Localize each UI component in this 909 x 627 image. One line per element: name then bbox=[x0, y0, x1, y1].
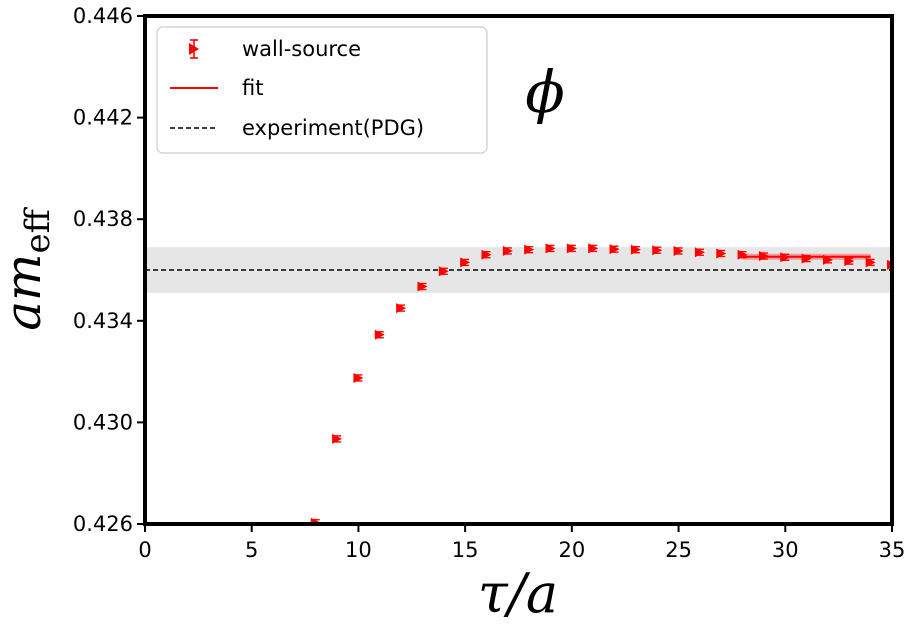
data-point bbox=[822, 254, 833, 265]
legend: wall-source fit experiment(PDG) bbox=[156, 26, 488, 154]
data-point-marker bbox=[545, 243, 556, 254]
legend-label-experiment: experiment(PDG) bbox=[242, 116, 424, 140]
data-point bbox=[652, 245, 663, 256]
x-tick-label: 0 bbox=[138, 538, 151, 562]
x-tick-label: 20 bbox=[558, 538, 585, 562]
data-point bbox=[566, 243, 577, 254]
y-tick-label: 0.438 bbox=[73, 207, 133, 231]
data-point-marker bbox=[353, 372, 364, 383]
data-point bbox=[780, 252, 791, 263]
data-point-marker bbox=[609, 244, 620, 255]
plot-content bbox=[145, 243, 892, 524]
data-point bbox=[844, 256, 855, 267]
data-point bbox=[865, 257, 876, 268]
data-point-marker bbox=[801, 253, 812, 264]
plot-frame bbox=[143, 14, 894, 526]
data-point-marker bbox=[630, 244, 641, 255]
data-point-marker bbox=[865, 257, 876, 268]
data-point bbox=[396, 303, 407, 314]
plot-area bbox=[145, 243, 892, 524]
data-point bbox=[481, 249, 492, 260]
data-point bbox=[716, 248, 727, 259]
legend-label-wall-source: wall-source bbox=[242, 37, 361, 61]
data-point bbox=[694, 247, 705, 258]
data-point-marker bbox=[524, 244, 535, 255]
y-axis-label-main: am bbox=[0, 254, 52, 331]
data-point-marker bbox=[737, 249, 748, 260]
data-point bbox=[758, 251, 769, 262]
data-point-marker bbox=[374, 329, 385, 340]
data-point bbox=[609, 244, 620, 255]
data-point bbox=[588, 243, 599, 254]
data-point-marker bbox=[716, 248, 727, 259]
data-point-marker bbox=[332, 433, 343, 444]
data-point-marker bbox=[694, 247, 705, 258]
x-tick-label: 15 bbox=[452, 538, 479, 562]
data-point bbox=[374, 329, 385, 340]
data-point-marker bbox=[588, 243, 599, 254]
data-point-marker bbox=[481, 249, 492, 260]
data-point-marker bbox=[417, 281, 428, 292]
data-point bbox=[438, 266, 449, 277]
data-point bbox=[673, 245, 684, 256]
x-tick-label: 5 bbox=[245, 538, 258, 562]
data-point-marker bbox=[652, 245, 663, 256]
y-tick-label: 0.442 bbox=[73, 106, 133, 130]
data-point bbox=[417, 281, 428, 292]
data-point-marker bbox=[460, 257, 471, 268]
y-axis-label-subscript: eff bbox=[18, 206, 58, 253]
data-point bbox=[801, 253, 812, 264]
data-point bbox=[524, 244, 535, 255]
data-point bbox=[545, 243, 556, 254]
data-point bbox=[737, 249, 748, 260]
x-tick-label: 10 bbox=[345, 538, 372, 562]
data-point-marker bbox=[438, 266, 449, 277]
y-tick-label: 0.446 bbox=[73, 4, 133, 28]
x-tick-label: 25 bbox=[665, 538, 692, 562]
data-point bbox=[460, 257, 471, 268]
x-tick-label: 30 bbox=[772, 538, 799, 562]
data-point-marker bbox=[844, 256, 855, 267]
data-point-marker bbox=[758, 251, 769, 262]
data-point bbox=[353, 372, 364, 383]
data-point bbox=[502, 245, 513, 256]
data-point bbox=[332, 433, 343, 444]
data-point bbox=[630, 244, 641, 255]
data-point-marker bbox=[502, 245, 513, 256]
y-tick-label: 0.434 bbox=[73, 309, 133, 333]
y-tick-label: 0.430 bbox=[73, 410, 133, 434]
y-tick-label: 0.426 bbox=[73, 512, 133, 536]
data-point-marker bbox=[566, 243, 577, 254]
legend-box bbox=[156, 26, 488, 154]
data-point-marker bbox=[780, 252, 791, 263]
legend-label-fit: fit bbox=[242, 76, 263, 100]
phi-annotation: ϕ bbox=[525, 58, 565, 126]
axis-ticks: 0 5 10 15 20 25 30 35 0.426 0.430 0.434 0.438 0.442 0… bbox=[73, 4, 905, 562]
data-point-marker bbox=[822, 254, 833, 265]
data-point-marker bbox=[673, 245, 684, 256]
x-axis-label: τ/a bbox=[478, 562, 558, 625]
y-axis-label: ameff bbox=[0, 206, 58, 330]
legend-marker-wall-source bbox=[189, 39, 199, 59]
x-tick-label: 35 bbox=[879, 538, 906, 562]
data-point-marker bbox=[396, 303, 407, 314]
svg-text:ameff: ameff bbox=[0, 206, 58, 330]
